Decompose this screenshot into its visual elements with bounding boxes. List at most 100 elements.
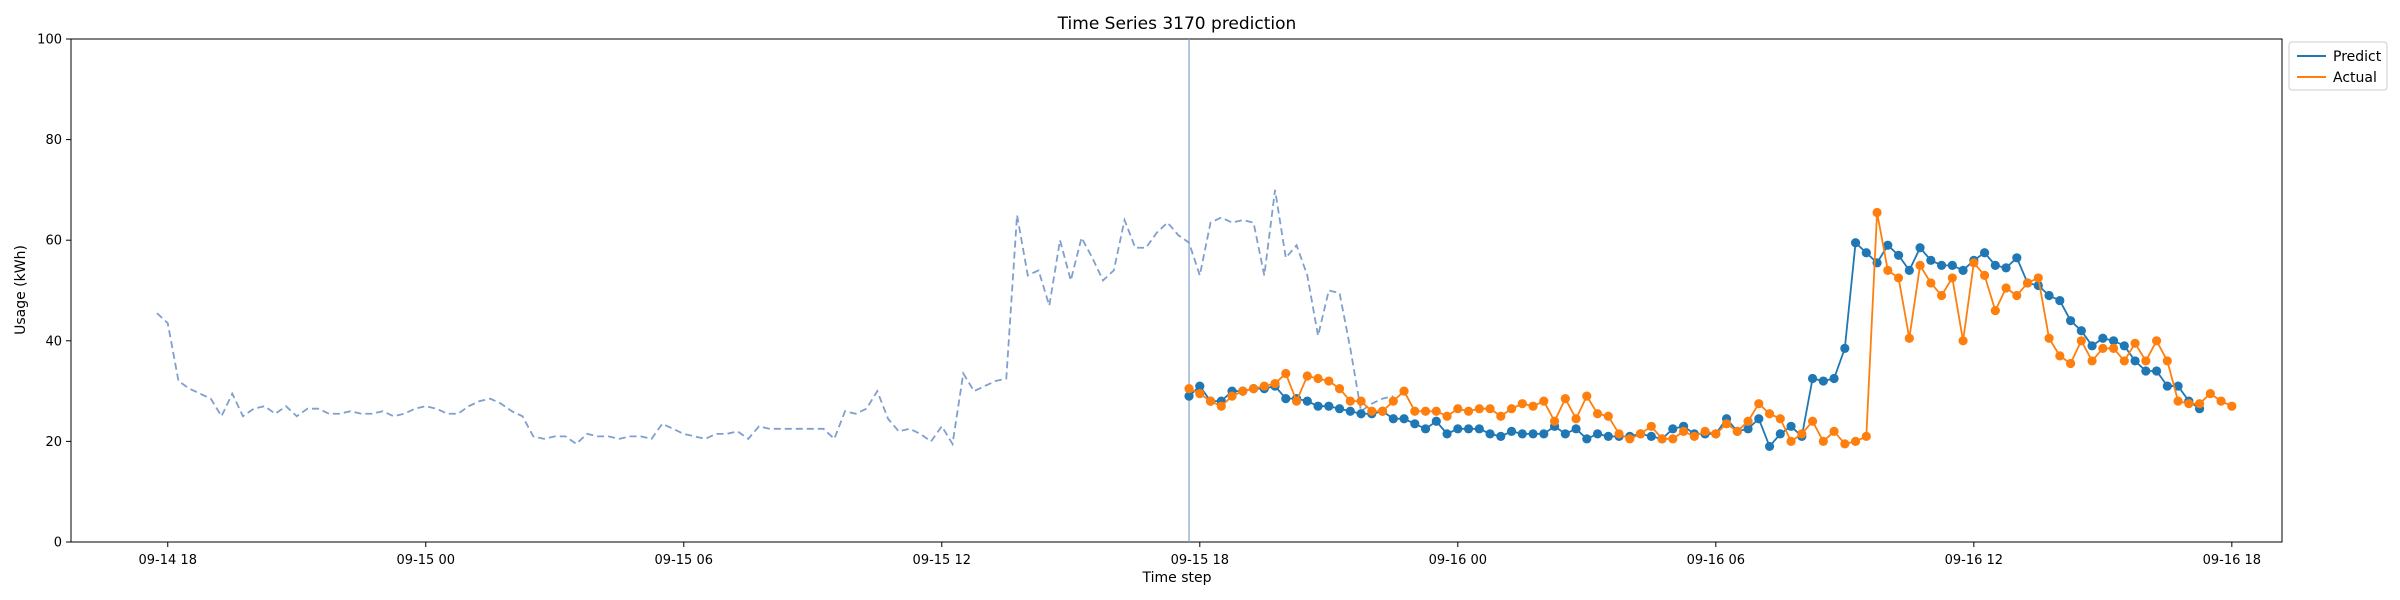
data-point-actual [1850, 436, 1861, 446]
data-point-actual [1270, 378, 1280, 389]
data-point-predict [1195, 381, 1205, 391]
data-point-actual [1539, 396, 1549, 406]
data-point-actual [2033, 273, 2043, 283]
data-point-actual [1990, 306, 2000, 316]
data-point-predict [1829, 373, 1839, 384]
data-point-actual [2065, 358, 2076, 369]
data-point-actual [2001, 283, 2011, 293]
data-point-predict [1281, 394, 1291, 404]
y-tick-label: 100 [37, 33, 62, 48]
data-point-predict [1571, 424, 1581, 434]
data-point-actual [1517, 399, 1527, 409]
data-point-actual [1764, 409, 1775, 419]
data-point-predict [2012, 253, 2022, 263]
data-point-actual [2119, 356, 2129, 366]
data-point-actual [1797, 429, 1807, 439]
data-point-predict [1302, 396, 1312, 406]
data-point-actual [1657, 434, 1667, 444]
data-point-predict [1539, 429, 1549, 439]
data-point-actual [1420, 406, 1431, 416]
data-point-actual [1528, 401, 1538, 411]
data-point-predict [1926, 255, 1936, 265]
data-point-actual [1840, 439, 1850, 449]
data-point-actual [2087, 356, 2097, 366]
data-point-predict [2055, 295, 2065, 306]
data-point-predict [2044, 290, 2054, 301]
data-point-predict [1184, 391, 1194, 401]
data-point-predict [2141, 366, 2151, 376]
x-axis: 09-14 18 09-15 00 09-15 06 09-15 12 09-15 18… [139, 542, 2261, 568]
legend: Predict Actual [2288, 41, 2388, 91]
data-point-actual [1807, 416, 1818, 426]
data-point-actual [1721, 419, 1732, 429]
data-point-predict [1496, 431, 1506, 441]
data-point-actual [1743, 416, 1753, 426]
data-point-predict [1431, 416, 1441, 426]
data-point-actual [2012, 290, 2022, 301]
data-point-actual [2098, 343, 2108, 353]
data-point-predict [1603, 431, 1613, 441]
data-point-actual [1958, 336, 1968, 346]
data-point-predict [2076, 326, 2086, 336]
data-point-predict [2162, 381, 2172, 391]
data-point-actual [1969, 258, 1979, 268]
x-tick-label: 09-15 06 [655, 553, 713, 568]
data-point-predict [1463, 424, 1474, 434]
plot-area [70, 38, 2283, 543]
history-series-line [156, 189, 1394, 447]
data-point-predict [1399, 414, 1409, 424]
data-point-predict [1743, 424, 1753, 434]
data-point-actual [2141, 356, 2151, 366]
data-point-actual [1356, 396, 1366, 406]
data-point-predict [2065, 316, 2076, 326]
data-point-actual [1549, 416, 1560, 426]
data-point-actual [1732, 426, 1742, 436]
data-point-actual [1646, 421, 1656, 431]
data-point-actual [1603, 411, 1613, 421]
data-point-actual [1571, 414, 1581, 424]
data-point-predict [1861, 248, 1871, 258]
data-point-predict [1485, 429, 1495, 439]
data-point-predict [1506, 426, 1517, 436]
data-point-predict [1582, 434, 1592, 444]
data-point-predict [1324, 401, 1334, 411]
data-point-predict [2001, 263, 2011, 273]
data-point-predict [1420, 424, 1431, 434]
data-point-actual [1711, 429, 1721, 439]
data-point-actual [1635, 429, 1646, 439]
y-axis-title: Usage (kWh) [13, 245, 29, 335]
data-point-actual [1281, 368, 1291, 379]
data-point-actual [1463, 406, 1474, 416]
data-point-predict [1775, 429, 1785, 439]
data-point-predict [1334, 404, 1345, 414]
data-point-predict [1453, 424, 1463, 434]
y-tick-label: 20 [45, 435, 62, 450]
data-point-predict [1313, 401, 1323, 411]
data-point-actual [1926, 278, 1936, 288]
data-point-actual [1592, 409, 1603, 419]
data-point-actual [2151, 336, 2162, 346]
y-tick-label: 0 [54, 536, 62, 551]
data-point-actual [2227, 401, 2237, 411]
data-point-predict [1883, 240, 1893, 250]
data-point-actual [1614, 429, 1624, 439]
data-point-predict [1646, 431, 1656, 441]
data-point-actual [1893, 273, 1904, 283]
x-tick-label: 09-16 18 [2203, 553, 2261, 568]
data-point-actual [1915, 260, 1925, 270]
data-point-actual [1205, 396, 1216, 406]
data-point-actual [1431, 406, 1441, 416]
data-point-predict [1754, 414, 1764, 424]
data-point-actual [1367, 406, 1377, 416]
data-point-actual [1625, 434, 1635, 444]
data-point-predict [1818, 376, 1828, 386]
data-point-actual [1474, 404, 1484, 414]
x-tick-label: 09-15 18 [1171, 553, 1229, 568]
data-point-actual [1345, 396, 1355, 406]
y-tick-label: 40 [45, 334, 62, 349]
data-point-predict [1915, 243, 1925, 253]
data-point-actual [2076, 336, 2086, 346]
data-point-actual [1313, 373, 1323, 384]
data-point-actual [1291, 396, 1302, 406]
